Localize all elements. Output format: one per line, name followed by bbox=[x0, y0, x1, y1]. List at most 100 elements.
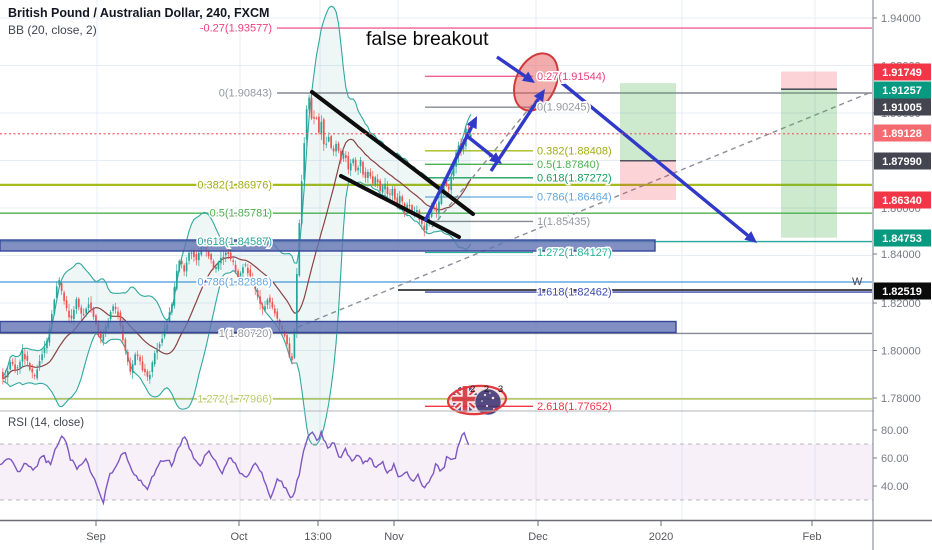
rsi-indicator-label[interactable]: RSI (14, close) bbox=[8, 417, 85, 429]
long-position-tool[interactable] bbox=[620, 83, 676, 200]
stop-zone[interactable] bbox=[620, 160, 676, 200]
candle-body bbox=[124, 339, 127, 351]
trend-channel-line[interactable] bbox=[339, 174, 461, 239]
candle-body bbox=[320, 121, 323, 135]
price-badge-text: 1.86340 bbox=[882, 195, 922, 207]
short-position-tool[interactable] bbox=[781, 71, 837, 238]
price-badge-text: 1.89128 bbox=[882, 128, 922, 140]
candle-body bbox=[345, 155, 347, 158]
fib1-level-label: 0.5(1.85781) bbox=[210, 208, 272, 220]
price-badge: 1.89128 bbox=[874, 124, 931, 142]
candle-body bbox=[352, 159, 355, 164]
arrow-head bbox=[744, 231, 757, 243]
stop-zone[interactable] bbox=[781, 71, 837, 90]
candle-body bbox=[256, 290, 259, 297]
candle-body bbox=[423, 225, 426, 231]
price-badge: 1.84753 bbox=[874, 229, 931, 247]
price-badge: 1.91257 bbox=[874, 81, 931, 99]
price-badge-bg bbox=[874, 63, 931, 81]
candle-body bbox=[342, 153, 345, 159]
candle-body bbox=[276, 311, 279, 319]
dashed-trendline[interactable] bbox=[297, 92, 870, 328]
price-badge: 1.86340 bbox=[874, 191, 931, 209]
candle-body bbox=[158, 344, 161, 348]
candle-body bbox=[416, 210, 418, 212]
candle-body bbox=[435, 207, 438, 212]
candle-body bbox=[354, 159, 357, 171]
candle-body bbox=[168, 312, 171, 322]
time-axis-label: Sep bbox=[86, 531, 106, 543]
candle-body bbox=[391, 188, 394, 196]
candle-body bbox=[100, 331, 102, 338]
candle-body bbox=[139, 356, 141, 362]
time-axis-label: 13:00 bbox=[304, 531, 332, 543]
bb-indicator-label[interactable]: BB (20, close, 2) bbox=[8, 22, 97, 37]
price-axis-label: 1.94000 bbox=[881, 13, 921, 25]
chart-legend[interactable]: British Pound / Australian Dollar, 240, … bbox=[8, 5, 269, 38]
profit-zone[interactable] bbox=[620, 83, 676, 161]
flags-circle-annotation[interactable] bbox=[446, 384, 508, 416]
arrow-shaft[interactable] bbox=[423, 125, 474, 222]
time-axis-label: 2020 bbox=[649, 531, 673, 543]
candle-body bbox=[447, 186, 450, 190]
false-breakout-note[interactable]: false breakout bbox=[366, 28, 489, 50]
candle-body bbox=[308, 97, 310, 110]
price-axis-label: 60.00 bbox=[881, 453, 909, 465]
candle-body bbox=[440, 191, 443, 204]
candle-body bbox=[322, 119, 325, 145]
candle-body bbox=[149, 374, 151, 380]
blue-arrow[interactable] bbox=[496, 55, 535, 83]
profit-zone[interactable] bbox=[781, 89, 837, 238]
candle-body bbox=[398, 195, 401, 204]
fib2-level-label: 1(1.85435) bbox=[537, 216, 590, 228]
sr-zone-bar[interactable] bbox=[0, 320, 677, 334]
candle-body bbox=[80, 307, 83, 314]
arrow-shaft[interactable] bbox=[560, 81, 749, 237]
trend-channel-line[interactable] bbox=[310, 90, 475, 216]
candle-body bbox=[408, 205, 411, 207]
blue-arrow[interactable] bbox=[560, 81, 757, 243]
fib2-level-label: 0(1.90245) bbox=[537, 102, 590, 114]
candle-body bbox=[19, 361, 21, 368]
blue-arrow[interactable] bbox=[465, 134, 502, 164]
price-badge-bg bbox=[874, 81, 931, 99]
candle-body bbox=[291, 356, 293, 361]
sr-zone-bar[interactable] bbox=[0, 239, 656, 252]
price-badge-text: 1.82519 bbox=[882, 286, 922, 298]
candle-body bbox=[33, 375, 36, 377]
candle-body bbox=[367, 171, 369, 178]
candle-body bbox=[11, 361, 14, 364]
bb-fill bbox=[2, 6, 471, 446]
fib2-level-label: 0.5(1.87840) bbox=[537, 159, 599, 171]
candle-body bbox=[296, 273, 298, 334]
flag-star bbox=[481, 400, 483, 402]
candle-body bbox=[90, 302, 92, 309]
candle-body bbox=[38, 361, 41, 368]
blue-arrow[interactable] bbox=[423, 116, 477, 222]
fib1-level-label: 0(1.90843) bbox=[219, 87, 272, 99]
arrow-shaft[interactable] bbox=[496, 55, 527, 78]
price-axis-label: 80.00 bbox=[881, 425, 909, 437]
candle-body bbox=[325, 143, 328, 145]
fib1-level-label: 0.382(1.86976) bbox=[197, 179, 272, 191]
fib1-level-label: 1.272(1.77966) bbox=[197, 393, 272, 405]
candle-body bbox=[315, 117, 318, 119]
time-axis-label: Oct bbox=[230, 531, 247, 543]
candle-body bbox=[131, 364, 134, 374]
candle-body bbox=[254, 284, 257, 290]
arrow-shaft[interactable] bbox=[465, 134, 494, 158]
candle-body bbox=[396, 197, 399, 206]
candle-body bbox=[55, 286, 58, 299]
price-badge-bg bbox=[874, 124, 931, 142]
candle-body bbox=[327, 136, 330, 142]
dashed-trendline[interactable] bbox=[431, 99, 537, 228]
false-breakout-ellipse[interactable] bbox=[506, 46, 567, 117]
candle-body bbox=[337, 143, 340, 151]
candle-body bbox=[330, 136, 332, 148]
candle-body bbox=[443, 181, 445, 193]
symbol-title[interactable]: British Pound / Australian Dollar, 240, … bbox=[8, 6, 270, 20]
price-axis-label: 1.78000 bbox=[881, 393, 921, 405]
price-badge-text: 1.91749 bbox=[882, 67, 922, 79]
